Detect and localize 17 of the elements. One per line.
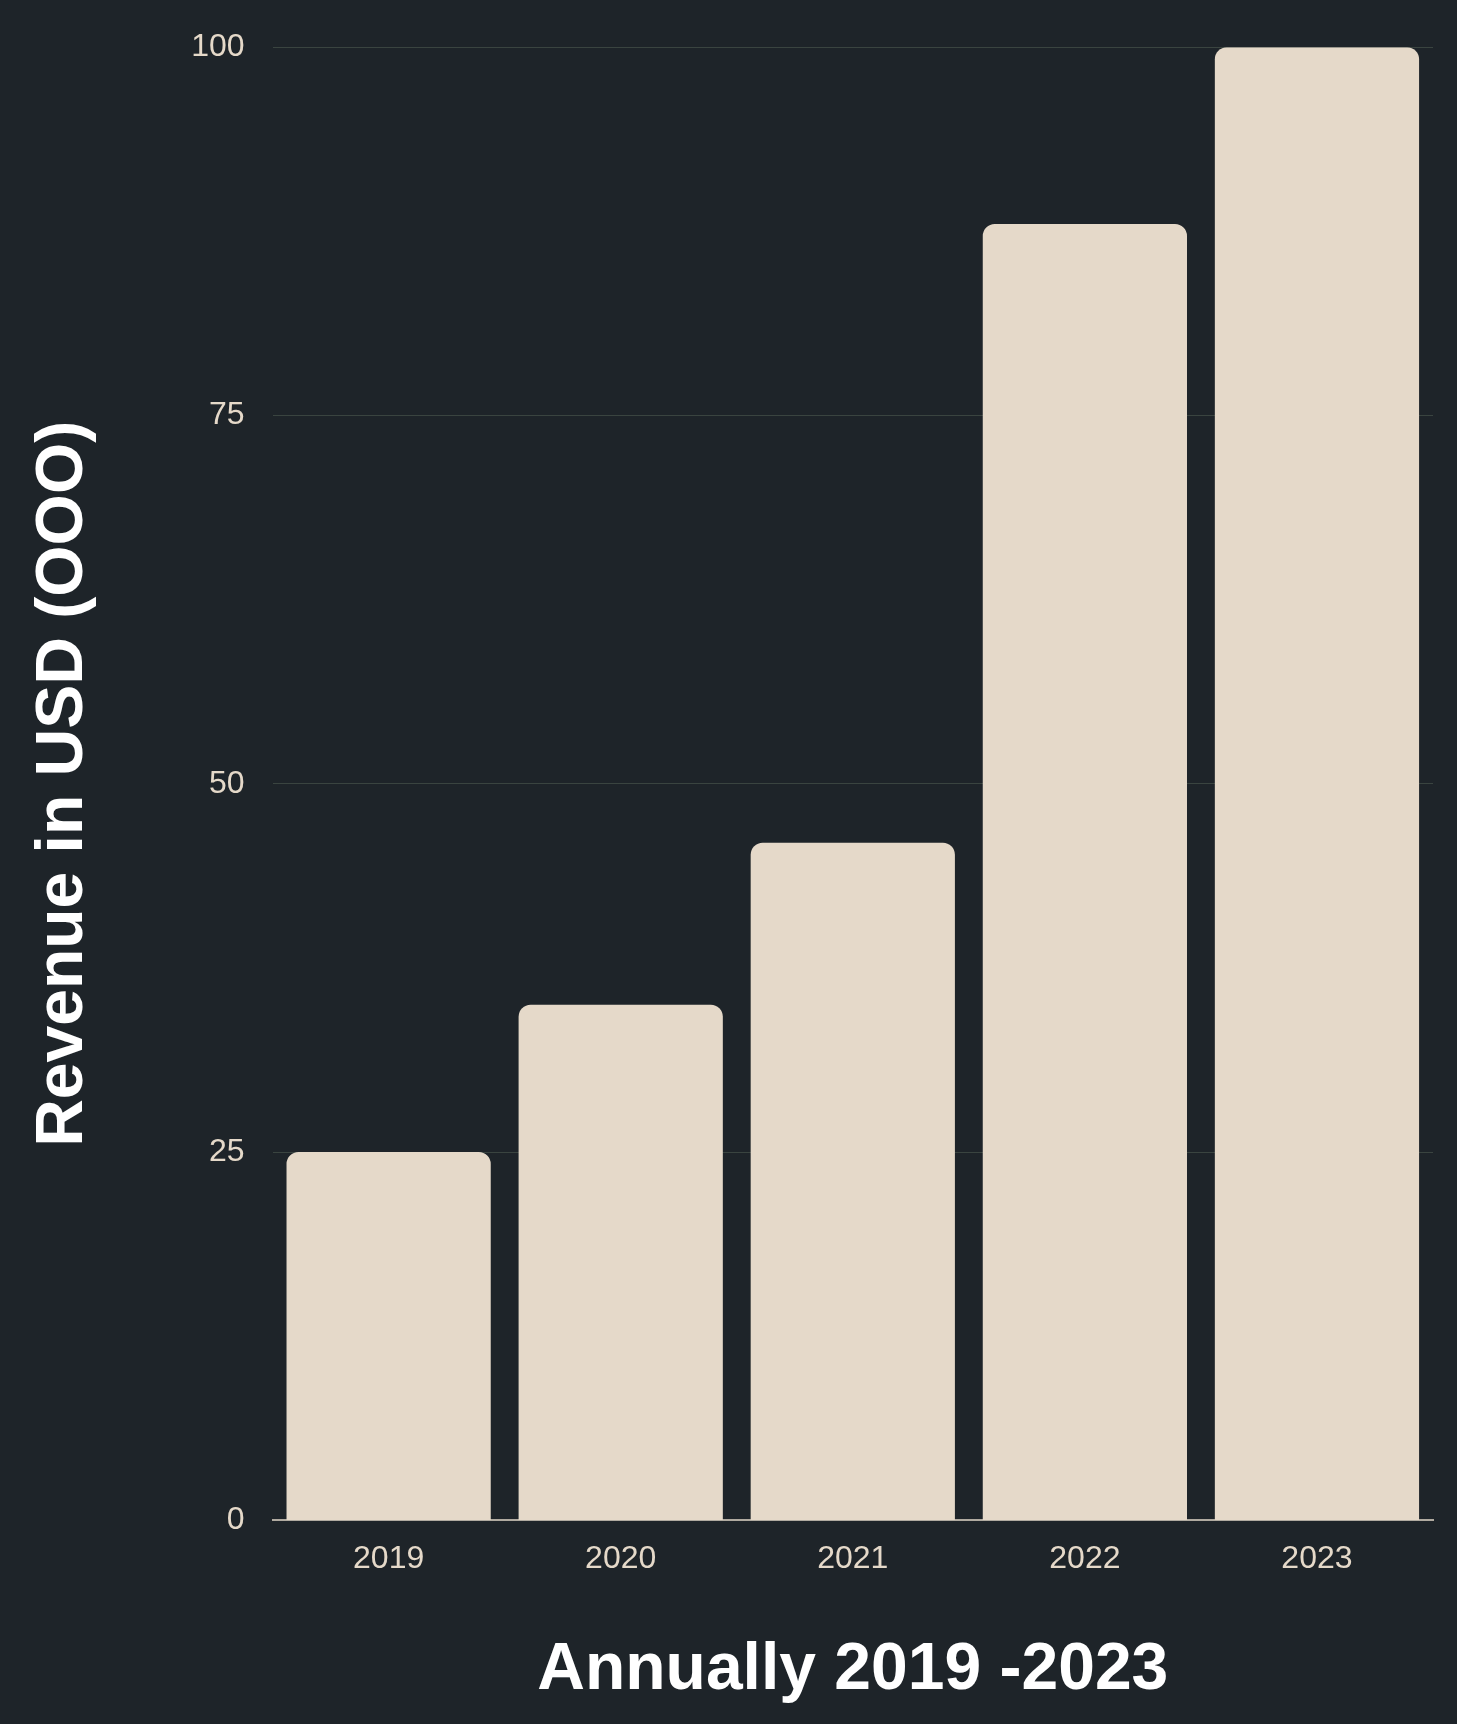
bar [518, 1004, 723, 1520]
bar [286, 1152, 491, 1520]
y-tick-label: 0 [226, 1500, 245, 1537]
y-tick-label: 100 [191, 27, 245, 64]
bar [982, 223, 1187, 1520]
x-tick-label: 2021 [817, 1539, 889, 1576]
y-tick-label: 25 [209, 1131, 245, 1168]
bar [1214, 47, 1420, 1520]
y-axis-title: Revenue in USD (OOO) [21, 420, 96, 1147]
x-tick-label: 2020 [585, 1539, 657, 1576]
x-tick-label: 2023 [1281, 1539, 1353, 1576]
x-tick-label: 2022 [1049, 1539, 1121, 1576]
y-tick-label: 50 [209, 763, 245, 800]
bar [750, 842, 955, 1520]
x-tick-label: 2019 [353, 1539, 425, 1576]
x-axis-title: Annually 2019 -2023 [537, 1628, 1169, 1703]
y-tick-label: 75 [209, 395, 245, 432]
